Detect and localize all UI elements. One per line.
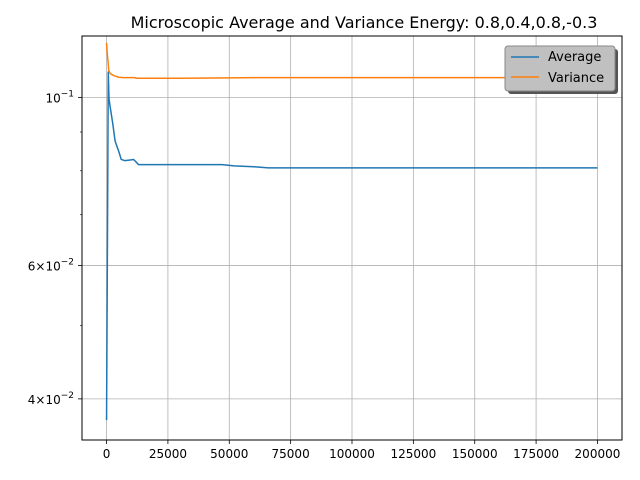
legend-label-variance: Variance: [548, 71, 604, 86]
series-line-average: [105, 71, 598, 421]
x-tick-label: 150000: [452, 447, 498, 461]
x-tick-label: 200000: [575, 447, 621, 461]
y-tick-label-exponent: −2: [61, 257, 74, 267]
y-tick-label-exponent: −1: [61, 89, 74, 99]
x-tick-label: 0: [103, 447, 111, 461]
axis-ticks: 0 25000 50000 75000 100000 125000 150000 175000…: [28, 89, 621, 461]
y-tick-label: 6×10−2: [28, 257, 74, 273]
legend-label-average: Average: [548, 50, 601, 65]
chart-title: Microscopic Average and Variance Energy:…: [131, 13, 598, 32]
x-tick-label: 175000: [513, 447, 559, 461]
x-tick-label: 75000: [272, 447, 310, 461]
y-tick-label: 10−1: [45, 89, 74, 105]
series-layer: [105, 42, 598, 421]
y-tick-label: 4×10−2: [28, 391, 74, 407]
x-tick-label: 50000: [210, 447, 248, 461]
x-tick-label: 125000: [390, 447, 436, 461]
y-tick-label-mantissa: 10: [45, 91, 60, 105]
plot-area: 0 25000 50000 75000 100000 125000 150000 175000…: [28, 35, 623, 461]
series-line-variance: [105, 42, 598, 79]
x-tick-label: 25000: [149, 447, 187, 461]
grid: [82, 36, 622, 440]
y-tick-label-mantissa: 4×10: [28, 393, 61, 407]
legend: Average Variance: [504, 45, 618, 94]
y-tick-label-mantissa: 6×10: [28, 259, 61, 273]
y-tick-label-exponent: −2: [61, 391, 74, 401]
x-tick-label: 100000: [329, 447, 375, 461]
